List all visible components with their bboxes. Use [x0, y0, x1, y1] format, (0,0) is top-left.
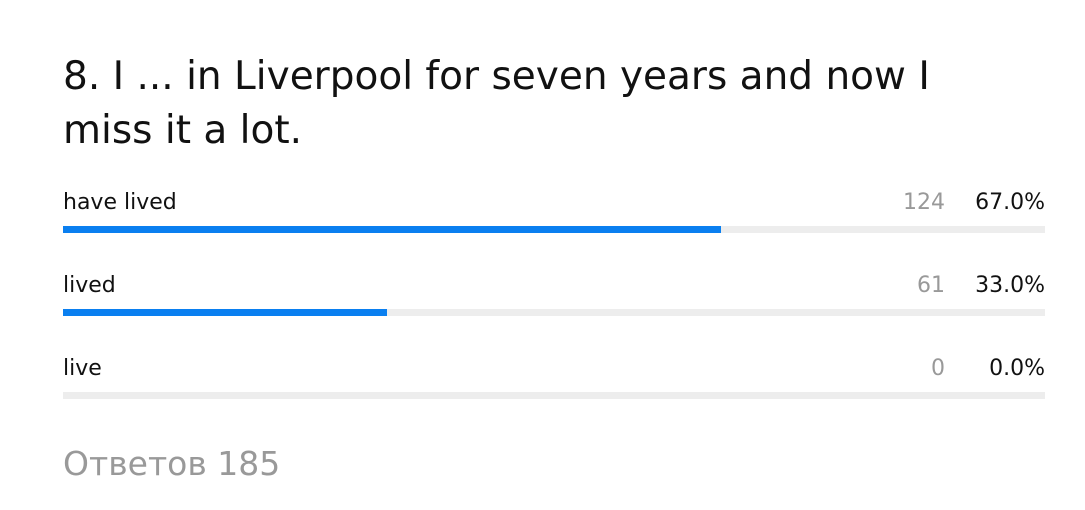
option-label: have lived	[63, 190, 177, 215]
option-count: 0	[931, 356, 945, 381]
bar	[63, 309, 388, 316]
option-row: lived 61 33.0%	[63, 273, 1045, 333]
option-count: 61	[917, 273, 945, 298]
option-percent: 0.0%	[989, 356, 1045, 381]
question: 8. I ... in Liverpool for seven years an…	[63, 54, 930, 153]
bar-track	[63, 226, 1045, 233]
bar-track	[63, 309, 1045, 316]
option-row: live 0 0.0%	[63, 356, 1045, 416]
option-row: have lived 124 67.0%	[63, 190, 1045, 250]
bar	[63, 226, 721, 233]
option-label: live	[63, 356, 102, 381]
option-count: 124	[903, 190, 945, 215]
option-percent: 33.0%	[975, 273, 1045, 298]
option-percent: 67.0%	[975, 190, 1045, 215]
bar-track	[63, 392, 1045, 399]
answers-total: Ответов 185	[63, 444, 281, 483]
option-label: lived	[63, 273, 116, 298]
